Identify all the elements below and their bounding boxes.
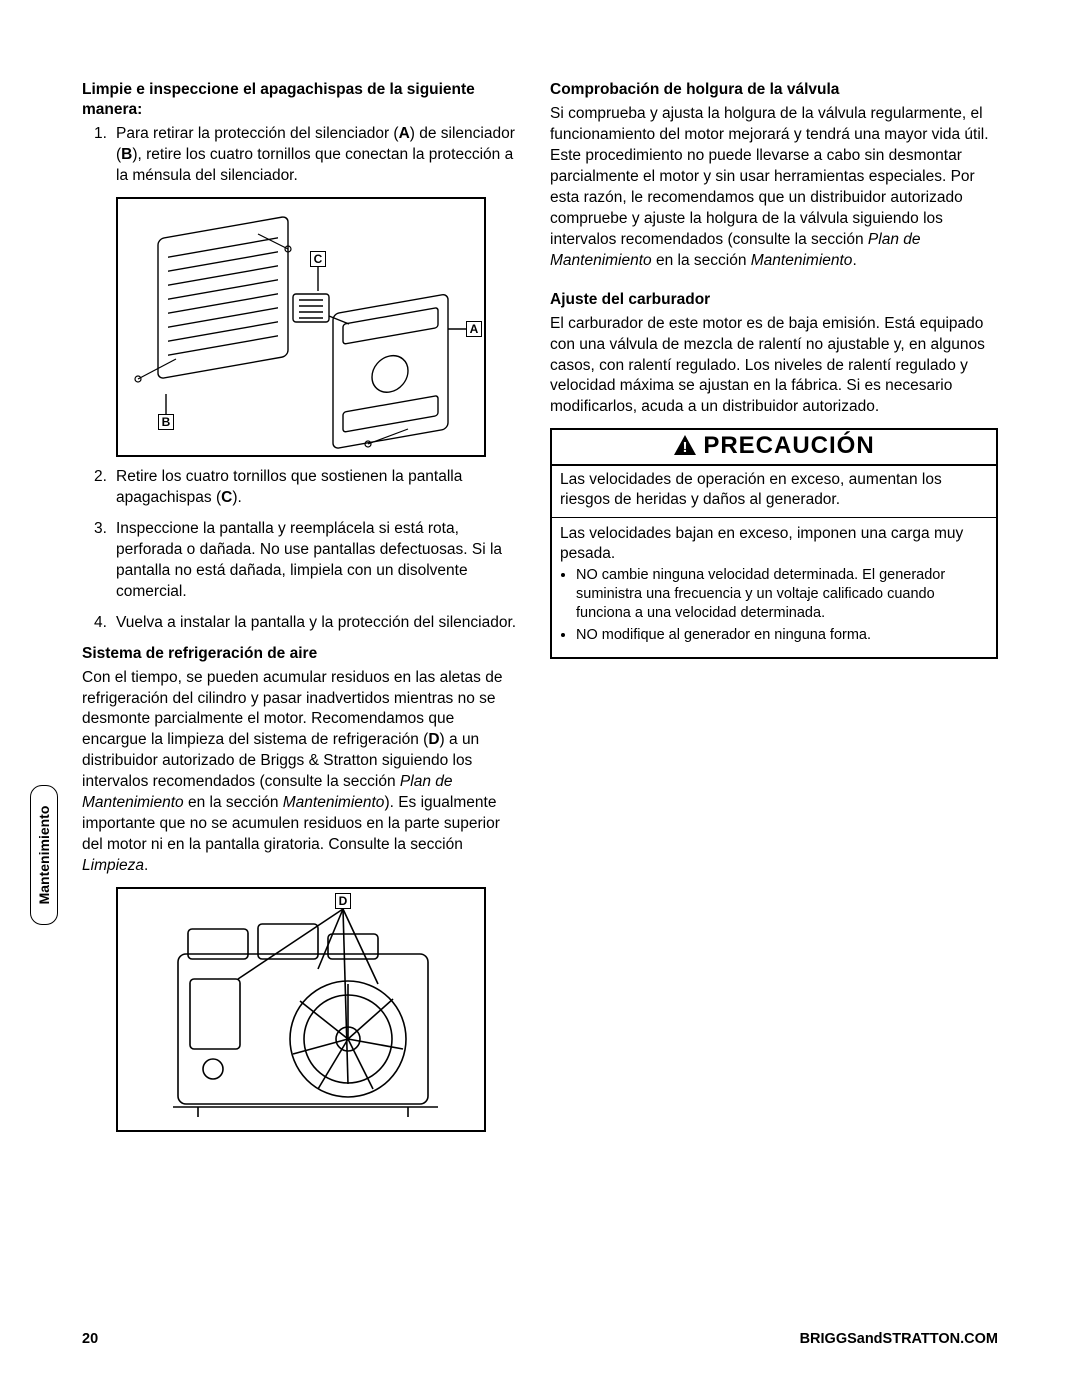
figure-engine: D [116, 887, 486, 1132]
paragraph: Si comprueba y ajusta la holgura de la v… [550, 104, 998, 271]
footer-site: BRIGGSandSTRATTON.COM [800, 1331, 998, 1347]
page-number: 20 [82, 1331, 98, 1347]
fig-label-b: B [158, 414, 174, 430]
section-tab: Mantenimiento [30, 785, 58, 925]
paragraph: Con el tiempo, se pueden acumular residu… [82, 668, 522, 877]
fig-label-d: D [335, 893, 351, 909]
caution-box: ! PRECAUCIÓN Las velocidades de operació… [550, 428, 998, 659]
step-4: 4.Vuelva a instalar la pantalla y la pro… [116, 613, 522, 634]
caution-bullet: NO modifique al generador en ninguna for… [576, 626, 986, 645]
svg-text:!: ! [683, 439, 688, 456]
fig-label-a: A [466, 321, 482, 337]
heading: Ajuste del carburador [550, 290, 998, 310]
heading: Limpie e inspeccione el apagachispas de … [82, 80, 522, 120]
warning-icon: ! [673, 434, 697, 456]
figure-muffler: C A B [116, 197, 486, 457]
fig-label-c: C [310, 251, 326, 267]
paragraph: El carburador de este motor es de baja e… [550, 314, 998, 419]
heading: Comprobación de holgura de la válvula [550, 80, 998, 100]
caution-text: Las velocidades de operación en exceso, … [560, 470, 988, 510]
caution-bullet: NO cambie ninguna velocidad determinada.… [576, 566, 986, 623]
caution-title: PRECAUCIÓN [703, 432, 874, 459]
step-1: 1. Para retirar la protección del silenc… [116, 124, 522, 187]
caution-text: Las velocidades bajan en exceso, imponen… [560, 524, 988, 564]
step-3: 3.Inspeccione la pantalla y reemplácela … [116, 519, 522, 603]
heading: Sistema de refrigeración de aire [82, 644, 522, 664]
step-2: 2. Retire los cuatro tornillos que sosti… [116, 467, 522, 509]
